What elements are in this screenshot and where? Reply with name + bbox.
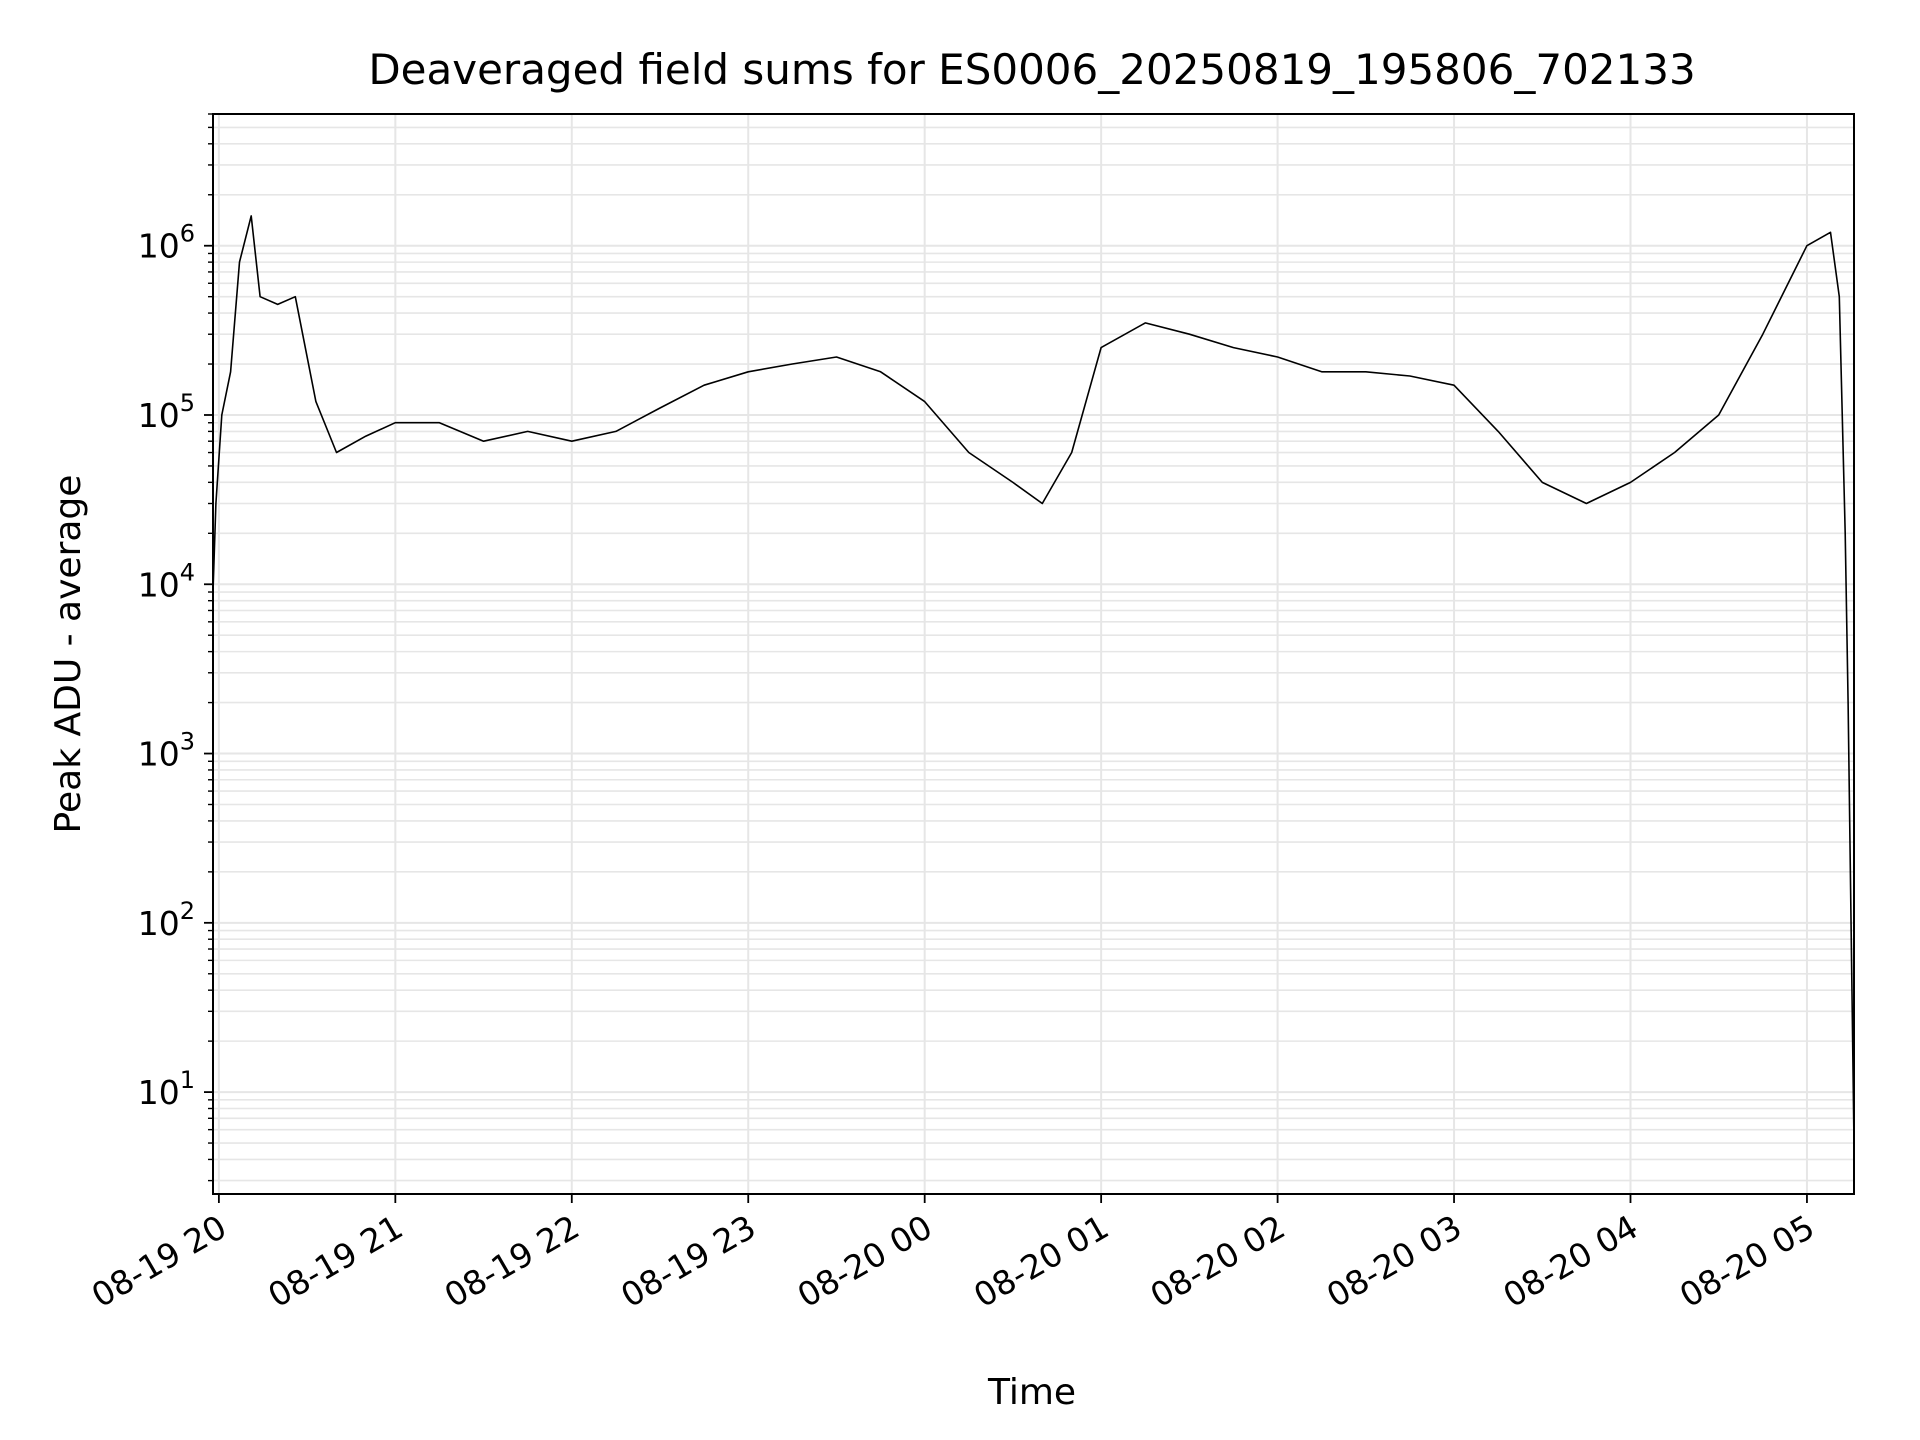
series-group (212, 215, 1855, 1144)
plot-frame (212, 113, 1855, 1195)
y-tick-label: 105 (138, 389, 195, 435)
x-axis-label: Time (987, 1372, 1076, 1413)
y-tick-label: 103 (138, 728, 195, 774)
y-tick-label: 101 (138, 1066, 195, 1112)
y-axis-label: Peak ADU - average (48, 475, 89, 834)
chart-title: Deaveraged field sums for ES0006_2025081… (368, 45, 1695, 94)
y-tick-label: 106 (138, 220, 195, 266)
y-tick-label: 104 (138, 558, 195, 604)
grid (213, 113, 1854, 1194)
y-axis: 101 102 103 104 105 106 (138, 113, 213, 1182)
series-line (212, 215, 1855, 1144)
y-tick-label: 102 (138, 897, 195, 943)
